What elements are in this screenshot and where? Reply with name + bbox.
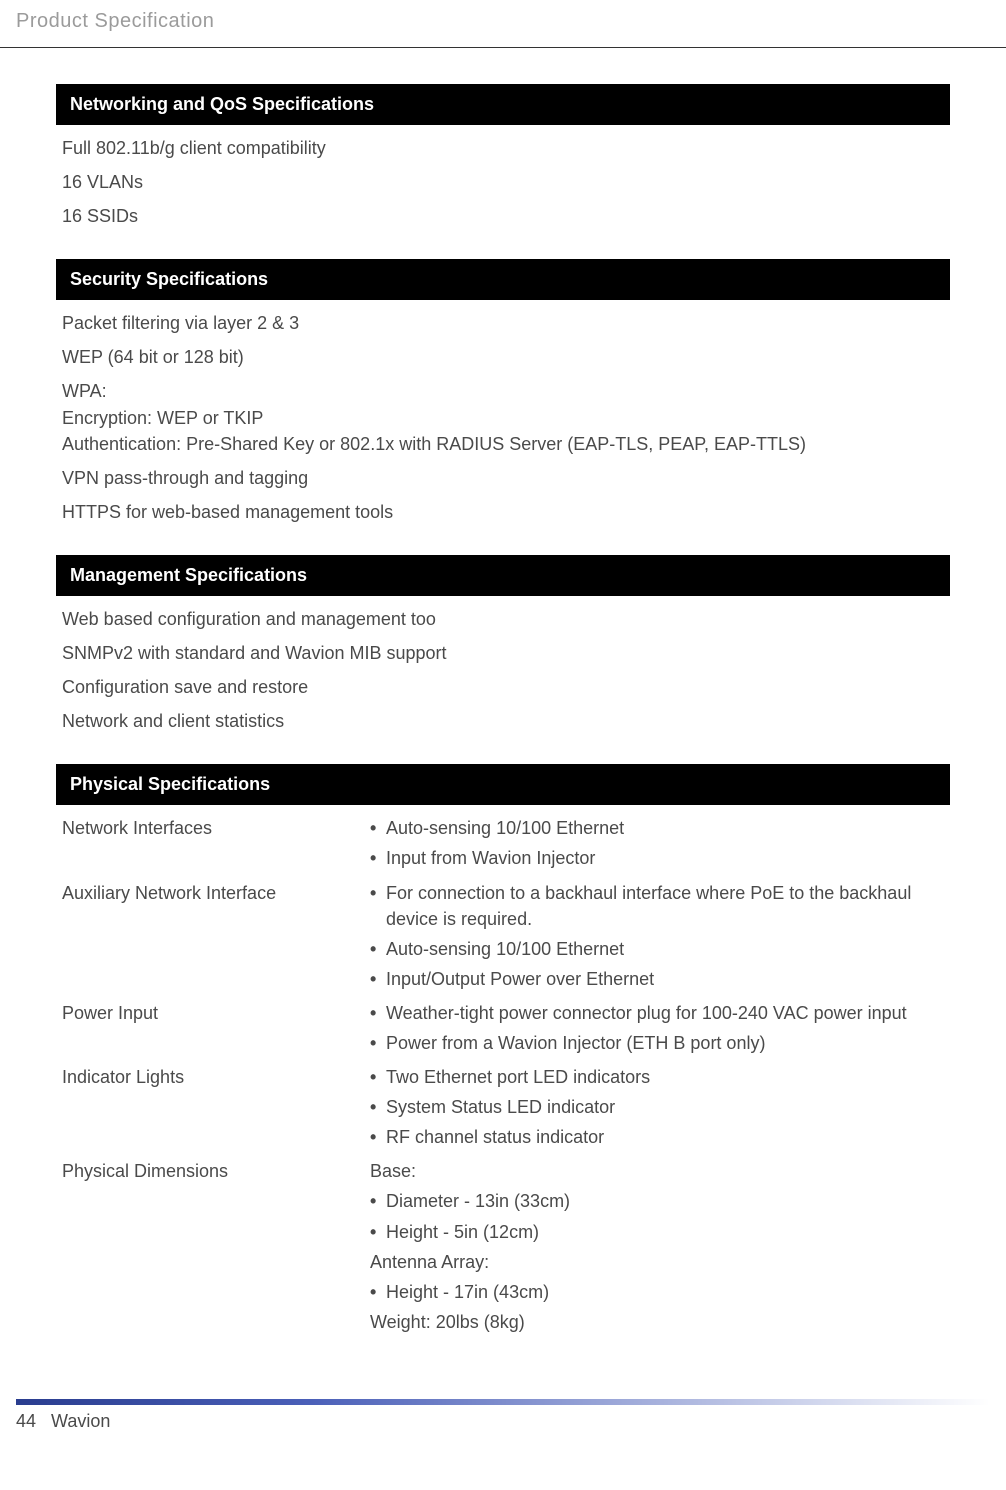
plain-text: Base: xyxy=(370,1156,944,1186)
bullet-text: Weather-tight power connector plug for 1… xyxy=(386,1000,944,1026)
spec-row: VPN pass-through and tagging xyxy=(56,461,950,495)
physical-value: •Auto-sensing 10/100 Ethernet •Input fro… xyxy=(370,813,944,873)
bullet-icon: • xyxy=(370,1219,386,1245)
bullet-icon: • xyxy=(370,1124,386,1150)
plain-text: Antenna Array: xyxy=(370,1247,944,1277)
spec-row: Full 802.11b/g client compatibility xyxy=(56,131,950,165)
bullet-text: Input from Wavion Injector xyxy=(386,845,944,871)
bullet-icon: • xyxy=(370,880,386,906)
bullet-text: System Status LED indicator xyxy=(386,1094,944,1120)
bullet-text: Diameter - 13in (33cm) xyxy=(386,1188,944,1214)
spec-row: SNMPv2 with standard and Wavion MIB supp… xyxy=(56,636,950,670)
physical-row: Network Interfaces •Auto-sensing 10/100 … xyxy=(56,811,950,875)
networking-header: Networking and QoS Specifications xyxy=(56,84,950,125)
bullet-text: RF channel status indicator xyxy=(386,1124,944,1150)
bullet-text: Height - 17in (43cm) xyxy=(386,1279,944,1305)
physical-value: •Two Ethernet port LED indicators •Syste… xyxy=(370,1062,944,1152)
spec-row: WEP (64 bit or 128 bit) xyxy=(56,340,950,374)
bullet-icon: • xyxy=(370,815,386,841)
physical-row: Auxiliary Network Interface •For connect… xyxy=(56,876,950,996)
physical-label: Network Interfaces xyxy=(62,813,370,873)
bullet-icon: • xyxy=(370,966,386,992)
content: Networking and QoS Specifications Full 8… xyxy=(0,48,1006,1359)
physical-row: Indicator Lights •Two Ethernet port LED … xyxy=(56,1060,950,1154)
security-header: Security Specifications xyxy=(56,259,950,300)
bullet-icon: • xyxy=(370,1279,386,1305)
physical-header: Physical Specifications xyxy=(56,764,950,805)
bullet-icon: • xyxy=(370,845,386,871)
physical-label: Physical Dimensions xyxy=(62,1156,370,1337)
bullet-icon: • xyxy=(370,1064,386,1090)
spec-row: Web based configuration and management t… xyxy=(56,602,950,636)
bullet-text: Height - 5in (12cm) xyxy=(386,1219,944,1245)
bullet-icon: • xyxy=(370,1030,386,1056)
bullet-text: For connection to a backhaul interface w… xyxy=(386,880,944,932)
page-header: Product Specification xyxy=(0,0,1006,48)
bullet-icon: • xyxy=(370,1094,386,1120)
bullet-text: Two Ethernet port LED indicators xyxy=(386,1064,944,1090)
plain-text: Weight: 20lbs (8kg) xyxy=(370,1307,944,1337)
bullet-icon: • xyxy=(370,1188,386,1214)
physical-label: Indicator Lights xyxy=(62,1062,370,1152)
physical-label: Auxiliary Network Interface xyxy=(62,878,370,994)
bullet-icon: • xyxy=(370,936,386,962)
bullet-text: Input/Output Power over Ethernet xyxy=(386,966,944,992)
bullet-text: Power from a Wavion Injector (ETH B port… xyxy=(386,1030,944,1056)
spec-row: Network and client statistics xyxy=(56,704,950,738)
page-footer: 44 Wavion xyxy=(0,1399,1006,1448)
physical-value: •For connection to a backhaul interface … xyxy=(370,878,944,994)
spec-row: HTTPS for web-based management tools xyxy=(56,495,950,529)
spec-row: WPA: Encryption: WEP or TKIP Authenticat… xyxy=(56,374,950,460)
physical-value: Base: •Diameter - 13in (33cm) •Height - … xyxy=(370,1156,944,1337)
management-header: Management Specifications xyxy=(56,555,950,596)
footer-brand: Wavion xyxy=(51,1411,110,1431)
bullet-text: Auto-sensing 10/100 Ethernet xyxy=(386,815,944,841)
physical-value: •Weather-tight power connector plug for … xyxy=(370,998,944,1058)
spec-row: Configuration save and restore xyxy=(56,670,950,704)
physical-label: Power Input xyxy=(62,998,370,1058)
physical-row: Physical Dimensions Base: •Diameter - 13… xyxy=(56,1154,950,1339)
spec-row: 16 SSIDs xyxy=(56,199,950,233)
footer-text: 44 Wavion xyxy=(16,1405,990,1432)
spec-row: Packet filtering via layer 2 & 3 xyxy=(56,306,950,340)
spec-row: 16 VLANs xyxy=(56,165,950,199)
physical-row: Power Input •Weather-tight power connect… xyxy=(56,996,950,1060)
page-number: 44 xyxy=(16,1411,36,1431)
bullet-icon: • xyxy=(370,1000,386,1026)
bullet-text: Auto-sensing 10/100 Ethernet xyxy=(386,936,944,962)
